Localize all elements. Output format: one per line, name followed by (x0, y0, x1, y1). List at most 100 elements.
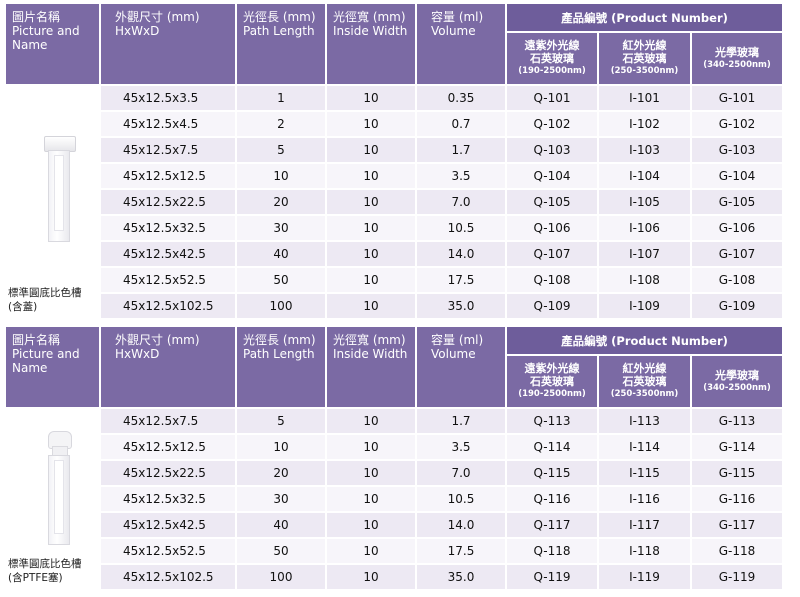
size-cell: 45x12.5x4.5 (101, 112, 235, 136)
uv-quartz-number-cell: Q-115 (507, 461, 597, 485)
inside-width-cell: 10 (327, 435, 415, 459)
path-length-cell: 5 (237, 409, 325, 433)
ir-quartz-number-cell: I-101 (599, 86, 690, 110)
header-product-number: 產品編號 (Product Number) (507, 4, 782, 31)
optical-glass-number-cell: G-118 (692, 539, 782, 563)
inside-width-cell: 10 (327, 242, 415, 266)
size-cell: 45x12.5x42.5 (101, 242, 235, 266)
size-cell: 45x12.5x102.5 (101, 294, 235, 318)
optical-glass-number-cell: G-114 (692, 435, 782, 459)
ir-quartz-number-cell: I-106 (599, 216, 690, 240)
optical-glass-number-cell: G-116 (692, 487, 782, 511)
product-table-ptfe: 圖片名稱 Picture and Name 外觀尺寸 (mm) HxWxD 光徑長 (… (4, 325, 784, 591)
path-length-cell: 30 (237, 487, 325, 511)
ir-quartz-number-cell: I-104 (599, 164, 690, 188)
inside-width-cell: 10 (327, 409, 415, 433)
size-cell: 45x12.5x7.5 (101, 138, 235, 162)
path-length-cell: 1 (237, 86, 325, 110)
size-cell: 45x12.5x22.5 (101, 461, 235, 485)
header-uv-quartz: 遠紫外光線 石英玻璃 (190-2500nm) (507, 33, 597, 84)
uv-quartz-number-cell: Q-109 (507, 294, 597, 318)
volume-cell: 1.7 (417, 409, 505, 433)
volume-cell: 10.5 (417, 487, 505, 511)
product-name: 標準圓底比色槽 (含蓋) (8, 287, 82, 313)
uv-quartz-number-cell: Q-101 (507, 86, 597, 110)
header-product-number: 產品編號 (Product Number) (507, 327, 782, 354)
path-length-cell: 50 (237, 268, 325, 292)
size-cell: 45x12.5x42.5 (101, 513, 235, 537)
optical-glass-number-cell: G-106 (692, 216, 782, 240)
uv-quartz-number-cell: Q-117 (507, 513, 597, 537)
inside-width-cell: 10 (327, 112, 415, 136)
size-cell: 45x12.5x12.5 (101, 435, 235, 459)
ir-quartz-number-cell: I-113 (599, 409, 690, 433)
table-row: 標準圓底比色槽 (含蓋) 45x12.5x3.5 1 10 0.35 Q-101 I-101 G… (6, 86, 782, 318)
volume-cell: 17.5 (417, 539, 505, 563)
size-cell: 45x12.5x102.5 (101, 565, 235, 589)
optical-glass-number-cell: G-107 (692, 242, 782, 266)
volume-cell: 35.0 (417, 294, 505, 318)
size-cell: 45x12.5x32.5 (101, 216, 235, 240)
path-length-cell: 30 (237, 216, 325, 240)
optical-glass-number-cell: G-115 (692, 461, 782, 485)
path-length-cell: 100 (237, 565, 325, 589)
uv-quartz-number-cell: Q-119 (507, 565, 597, 589)
optical-glass-number-cell: G-119 (692, 565, 782, 589)
inside-width-cell: 10 (327, 216, 415, 240)
product-table-lid: 圖片名稱 Picture and Name 外觀尺寸 (mm) HxWxD 光徑長 (… (4, 2, 784, 320)
header-ir-quartz: 紅外光線 石英玻璃 (250-3500nm) (599, 33, 690, 84)
uv-quartz-number-cell: Q-118 (507, 539, 597, 563)
path-length-cell: 40 (237, 513, 325, 537)
volume-cell: 0.7 (417, 112, 505, 136)
path-length-cell: 100 (237, 294, 325, 318)
header-picture-name: 圖片名稱 Picture and Name (6, 327, 99, 407)
path-length-cell: 5 (237, 138, 325, 162)
path-length-cell: 10 (237, 435, 325, 459)
uv-quartz-number-cell: Q-107 (507, 242, 597, 266)
volume-cell: 14.0 (417, 513, 505, 537)
uv-quartz-number-cell: Q-108 (507, 268, 597, 292)
path-length-cell: 50 (237, 539, 325, 563)
header-path-length: 光徑長 (mm) Path Length (237, 327, 325, 407)
cuvette-body (48, 455, 70, 545)
uv-quartz-number-cell: Q-113 (507, 409, 597, 433)
volume-cell: 10.5 (417, 216, 505, 240)
table-row: 45x12.5x42.5 40 10 14.0 Q-117 I-117 G-117 (6, 513, 782, 537)
uv-quartz-number-cell: Q-105 (507, 190, 597, 214)
volume-cell: 3.5 (417, 435, 505, 459)
ir-quartz-number-cell: I-102 (599, 112, 690, 136)
inside-width-cell: 10 (327, 86, 415, 110)
table-row: 45x12.5x52.5 50 10 17.5 Q-118 I-118 G-118 (6, 539, 782, 563)
product-picture-cell: 標準圓底比色槽 (含PTFE塞) (6, 409, 99, 589)
ir-quartz-number-cell: I-103 (599, 138, 690, 162)
header-inside-width: 光徑寬 (mm) Inside Width (327, 327, 415, 407)
table-row: 45x12.5x32.5 30 10 10.5 Q-106 I-106 G-106 (6, 216, 782, 240)
path-length-cell: 20 (237, 461, 325, 485)
table-row: 45x12.5x4.5 2 10 0.7 Q-102 I-102 G-102 (6, 112, 782, 136)
header-size: 外觀尺寸 (mm) HxWxD (101, 327, 235, 407)
optical-glass-number-cell: G-104 (692, 164, 782, 188)
table-row: 45x12.5x12.5 10 10 3.5 Q-114 I-114 G-114 (6, 435, 782, 459)
size-cell: 45x12.5x52.5 (101, 268, 235, 292)
table-row: 標準圓底比色槽 (含PTFE塞) 45x12.5x7.5 5 10 1.7 Q-113 I-1… (6, 409, 782, 589)
inside-width-cell: 10 (327, 565, 415, 589)
size-cell: 45x12.5x7.5 (101, 409, 235, 433)
header-inside-width: 光徑寬 (mm) Inside Width (327, 4, 415, 84)
inside-width-cell: 10 (327, 164, 415, 188)
ir-quartz-number-cell: I-119 (599, 565, 690, 589)
header-ir-quartz: 紅外光線 石英玻璃 (250-3500nm) (599, 356, 690, 407)
uv-quartz-number-cell: Q-116 (507, 487, 597, 511)
inside-width-cell: 10 (327, 539, 415, 563)
inside-width-cell: 10 (327, 138, 415, 162)
cuvette-with-stopper-image: 標準圓底比色槽 (含PTFE塞) (6, 409, 99, 589)
volume-cell: 0.35 (417, 86, 505, 110)
inside-width-cell: 10 (327, 461, 415, 485)
ir-quartz-number-cell: I-117 (599, 513, 690, 537)
optical-glass-number-cell: G-117 (692, 513, 782, 537)
inside-width-cell: 10 (327, 268, 415, 292)
path-length-cell: 20 (237, 190, 325, 214)
size-cell: 45x12.5x32.5 (101, 487, 235, 511)
header-picture-name: 圖片名稱 Picture and Name (6, 4, 99, 84)
size-cell: 45x12.5x3.5 (101, 86, 235, 110)
size-cell: 45x12.5x12.5 (101, 164, 235, 188)
